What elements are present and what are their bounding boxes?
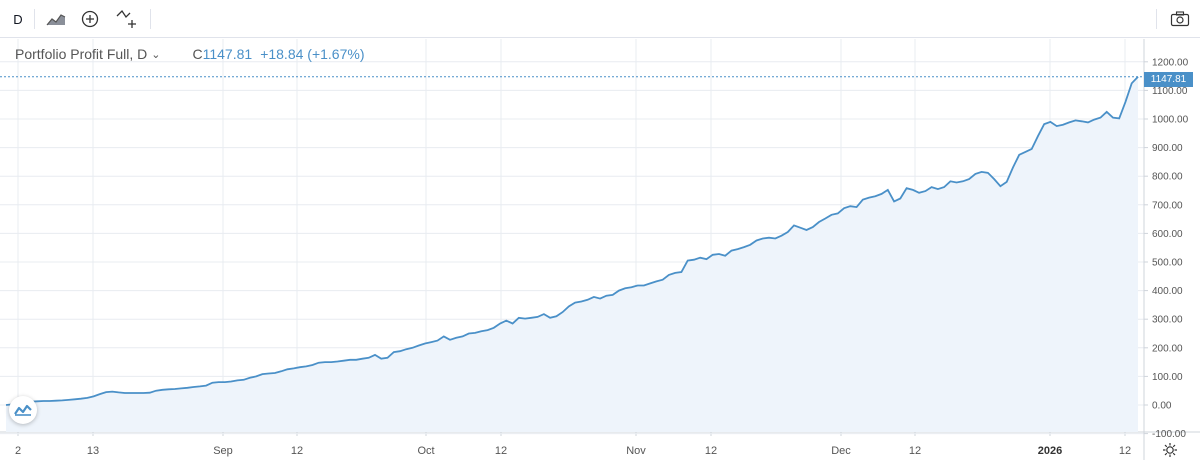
change-value: +18.84 (+1.67%)	[260, 46, 365, 62]
x-tick-label: Nov	[626, 445, 646, 457]
symbol-name[interactable]: Portfolio Profit Full, D	[15, 46, 148, 62]
x-tick-label: 2026	[1038, 445, 1062, 457]
toolbar-divider	[34, 9, 35, 29]
x-tick-label: 12	[909, 445, 921, 457]
chart-toolbar: D	[0, 0, 1200, 38]
x-tick-label: Sep	[213, 445, 233, 457]
x-tick-label: 12	[495, 445, 507, 457]
y-tick-label: 500.00	[1152, 258, 1183, 269]
y-tick-label: 1100.00	[1152, 86, 1188, 97]
y-tick-label: 300.00	[1152, 315, 1183, 326]
gear-icon[interactable]	[1160, 441, 1180, 459]
x-tick-label: 12	[1119, 445, 1131, 457]
chart-canvas[interactable]: 1200.00 1100.00 1000.00 900.00 800.00 700.00 6…	[0, 39, 1200, 460]
chart-type-icon[interactable]	[42, 5, 70, 33]
toolbar-divider	[1156, 9, 1157, 29]
y-tick-label: 400.00	[1152, 286, 1183, 297]
add-indicator-icon[interactable]	[76, 5, 104, 33]
y-tick-label: 1200.00	[1152, 57, 1189, 68]
toolbar-divider	[150, 9, 151, 29]
x-tick-label: Dec	[831, 445, 851, 457]
y-tick-label: 900.00	[1152, 143, 1183, 154]
y-tick-label: 800.00	[1152, 172, 1183, 183]
x-tick-label: Oct	[417, 445, 434, 457]
y-tick-label: 700.00	[1152, 200, 1183, 211]
y-tick-label: 1000.00	[1152, 115, 1189, 126]
y-tick-label: 0.00	[1152, 401, 1172, 412]
chart-legend: Portfolio Profit Full, D ⌄ C 1147.81 +18…	[15, 46, 364, 62]
screenshot-icon[interactable]	[1166, 5, 1194, 33]
chevron-down-icon[interactable]: ⌄	[151, 48, 161, 61]
x-tick-label: 12	[291, 445, 303, 457]
x-tick-label: 13	[87, 445, 99, 457]
series-area-fill	[6, 76, 1138, 432]
y-tick-label: 100.00	[1152, 372, 1183, 383]
last-price-tag: 1147.81	[1144, 72, 1193, 87]
close-value: 1147.81	[202, 46, 253, 62]
interval-button[interactable]: D	[13, 11, 23, 27]
y-tick-label: 200.00	[1152, 343, 1183, 354]
close-label: C	[192, 46, 203, 62]
x-tick-label: 2	[15, 445, 21, 457]
watermark-logo-icon[interactable]	[9, 396, 37, 424]
series-line	[5, 76, 1139, 406]
x-tick-label: 12	[705, 445, 717, 457]
y-tick-label: 600.00	[1152, 229, 1183, 240]
compare-icon[interactable]	[111, 5, 143, 33]
y-tick-label: -100.00	[1152, 429, 1186, 440]
